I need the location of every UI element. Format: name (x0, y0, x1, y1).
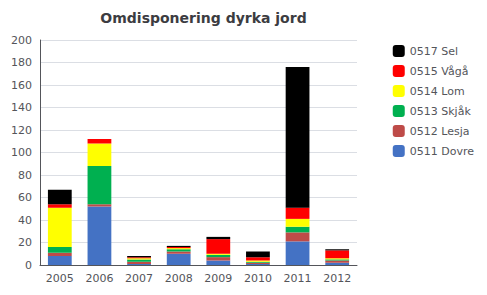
svg-text:2010: 2010 (244, 272, 272, 285)
svg-text:2009: 2009 (204, 272, 232, 285)
svg-text:60: 60 (18, 191, 32, 204)
svg-text:2012: 2012 (323, 272, 351, 285)
svg-text:180: 180 (11, 56, 32, 69)
svg-text:0511 Dovre: 0511 Dovre (410, 145, 474, 158)
svg-text:140: 140 (11, 101, 32, 114)
svg-text:0512 Lesja: 0512 Lesja (410, 125, 470, 138)
svg-text:2006: 2006 (85, 272, 113, 285)
svg-text:100: 100 (11, 146, 32, 159)
svg-text:0514 Lom: 0514 Lom (410, 85, 465, 98)
svg-text:2007: 2007 (125, 272, 153, 285)
svg-text:20: 20 (18, 236, 32, 249)
svg-text:160: 160 (11, 79, 32, 92)
svg-text:200: 200 (11, 34, 32, 47)
svg-text:0515 Vågå: 0515 Vågå (410, 65, 469, 78)
svg-text:80: 80 (18, 169, 32, 182)
svg-text:2011: 2011 (284, 272, 312, 285)
svg-text:Omdisponering dyrka jord: Omdisponering dyrka jord (100, 10, 306, 26)
svg-text:0: 0 (25, 259, 32, 272)
svg-text:120: 120 (11, 124, 32, 137)
svg-text:0517 Sel: 0517 Sel (410, 45, 458, 58)
svg-text:2005: 2005 (46, 272, 74, 285)
svg-text:0513 Skjåk: 0513 Skjåk (410, 105, 472, 118)
svg-text:40: 40 (18, 214, 32, 227)
svg-text:2008: 2008 (165, 272, 193, 285)
